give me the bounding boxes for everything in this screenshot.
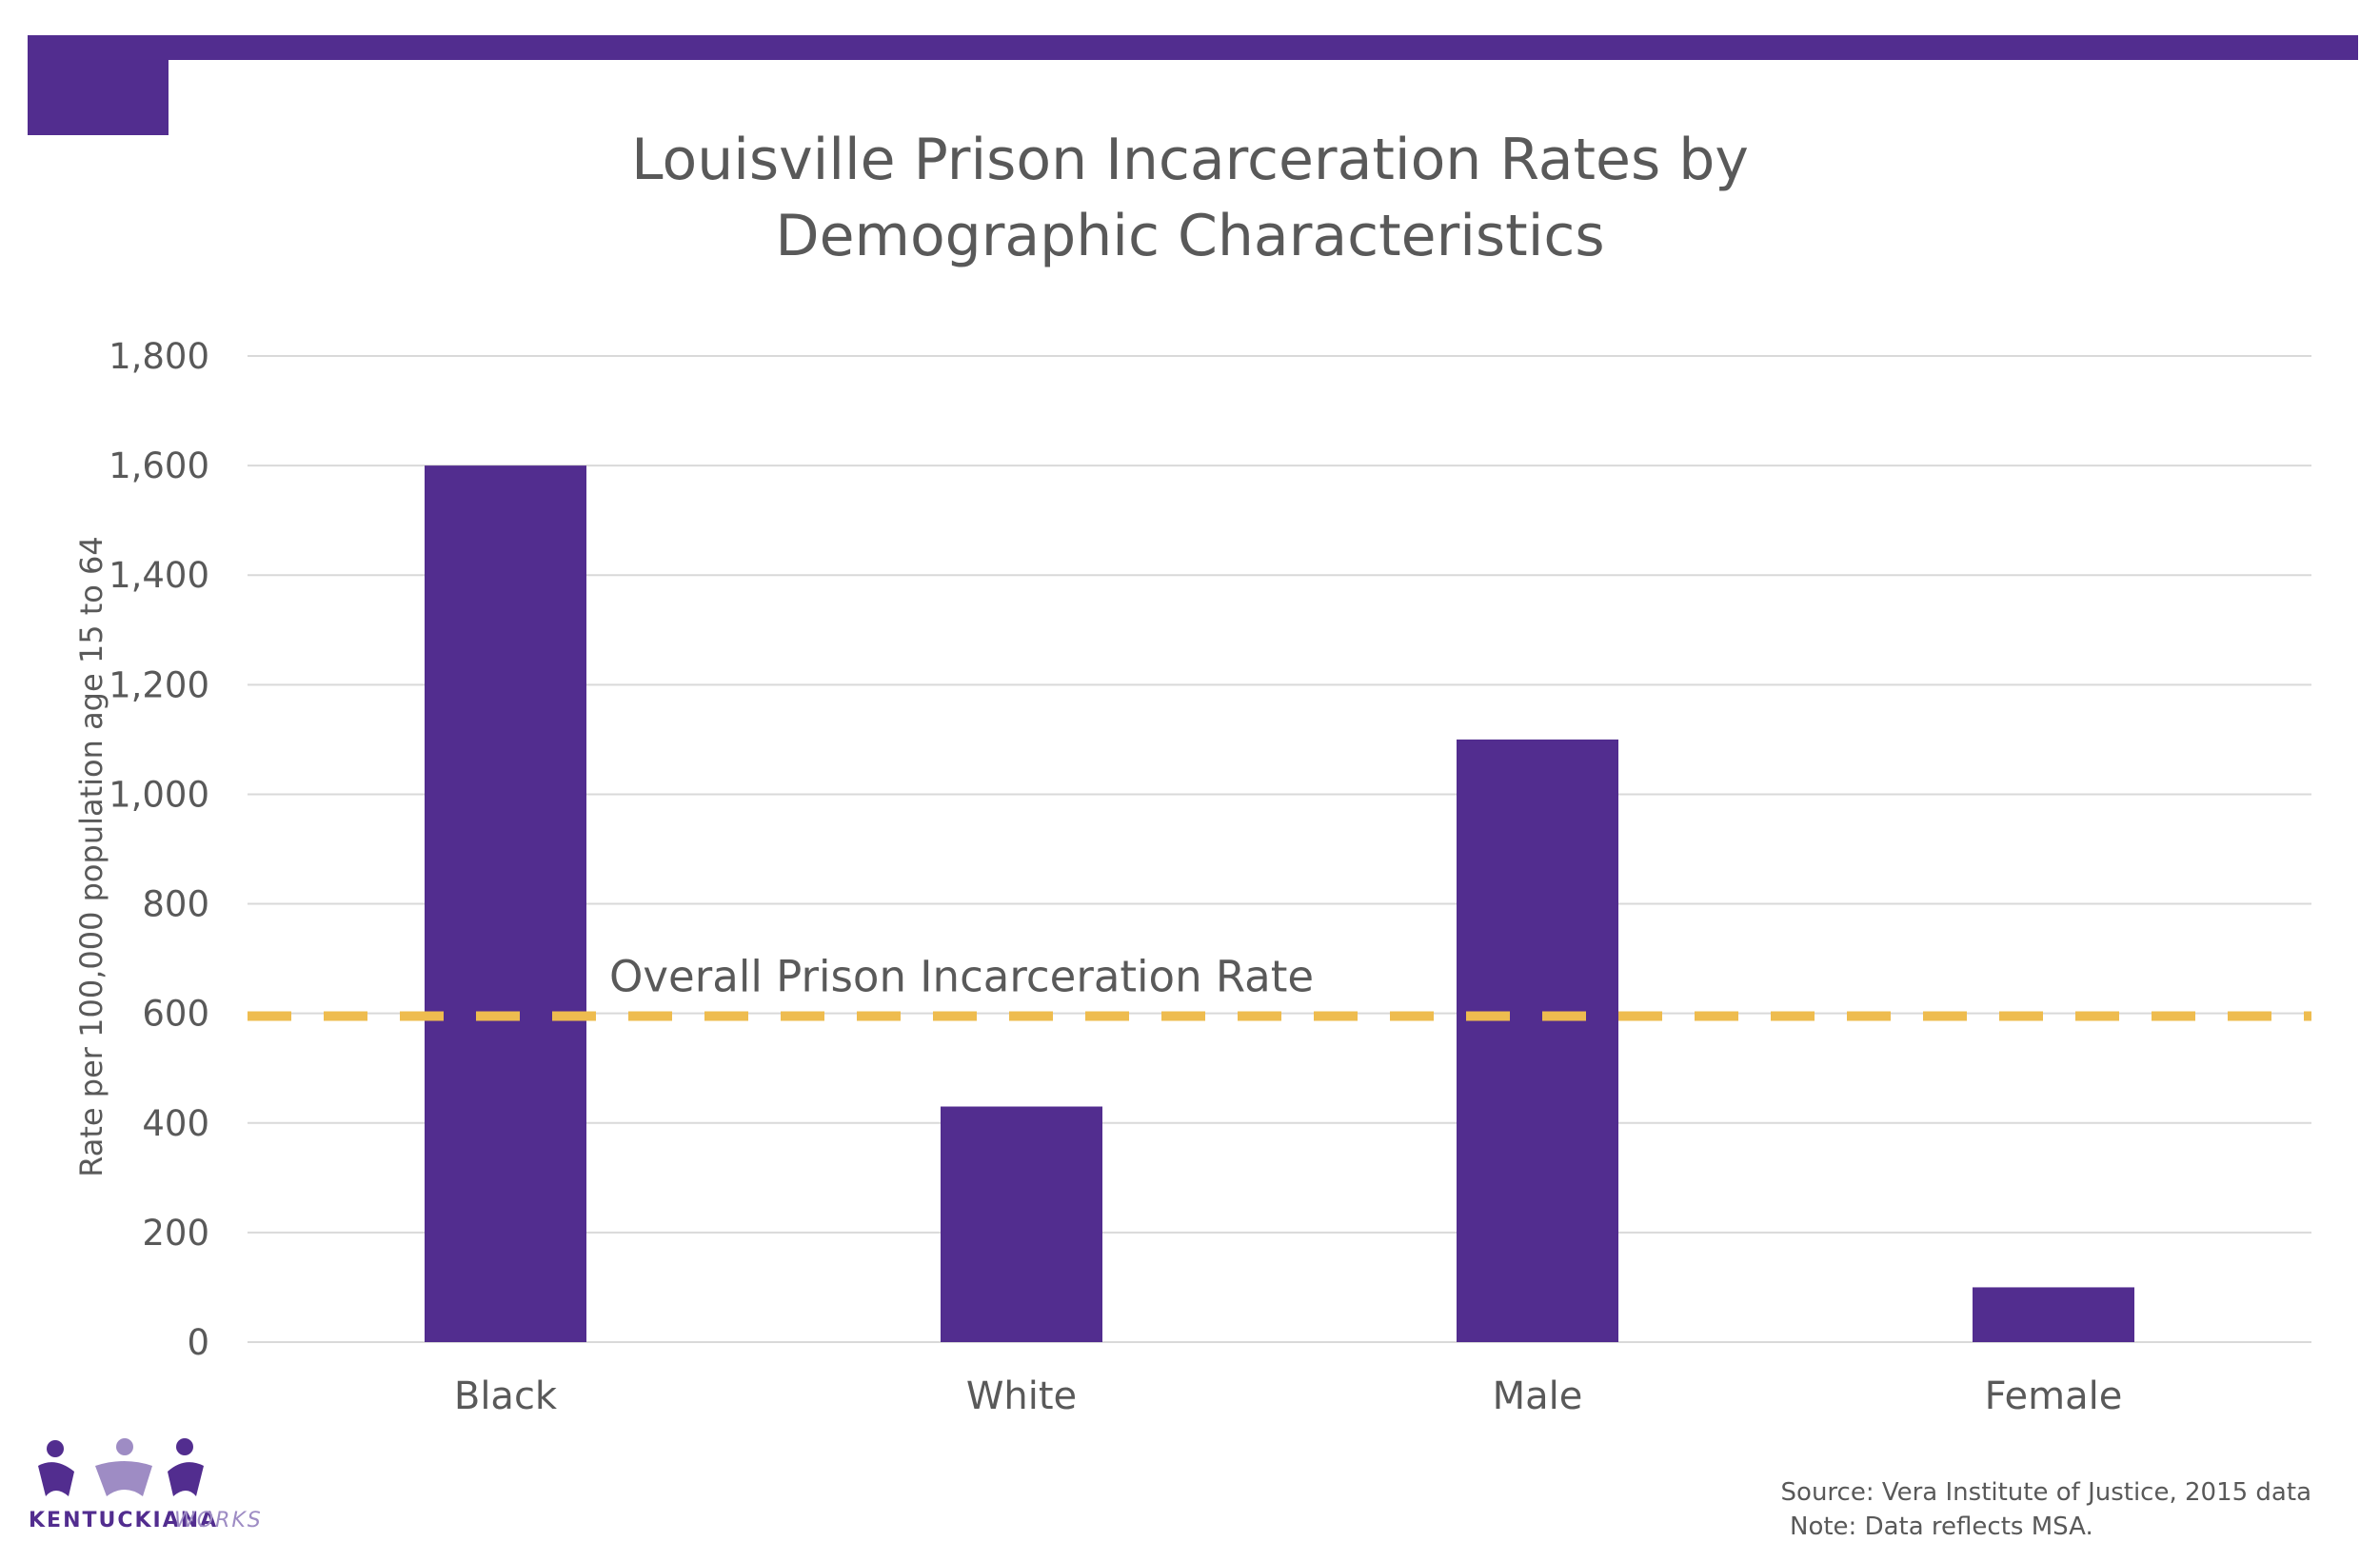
y-tick-label-200: 200 [142,1213,209,1254]
bar-female [1973,1287,2134,1342]
y-tick-label-1600: 1,600 [109,445,209,486]
x-tick-label-white: White [966,1374,1077,1418]
header-band [28,35,2358,60]
category-labels: Black White Male Female [454,1374,2122,1418]
y-tick-label-1000: 1,000 [109,774,209,815]
logo-text-kentuckiana: KENTUCKIANA [29,1509,218,1532]
y-tick-label-0: 0 [187,1322,209,1363]
logo-figures-icon [38,1438,204,1496]
bar-white [941,1106,1102,1342]
source-note: Source: Vera Institute of Justice, 2015 … [1781,1478,2311,1507]
header-block [28,35,169,135]
logo-text-works: WORKS [174,1509,263,1532]
bar-male [1457,739,1618,1342]
y-tick-label-1800: 1,800 [109,336,209,377]
reference-line-group: Overall Prison Incarceration Rate [248,952,2311,1021]
y-tick-label-1400: 1,400 [109,555,209,596]
y-axis-label: Rate per 100,000 population age 15 to 64 [73,536,109,1177]
msa-note: Note: Data reflects MSA. [1790,1512,2093,1541]
y-tick-label-1200: 1,200 [109,664,209,705]
y-tick-label-400: 400 [142,1103,209,1144]
x-tick-label-male: Male [1493,1374,1583,1418]
bar-black [425,465,586,1343]
chart-title-line-1: Louisville Prison Incarceration Rates by [631,127,1749,193]
x-tick-label-black: Black [454,1374,558,1418]
x-tick-label-female: Female [1985,1374,2123,1418]
bars [425,465,2134,1343]
reference-line-label: Overall Prison Incarceration Rate [609,952,1314,1002]
y-tick-labels: 0 200 400 600 800 1,000 1,200 1,400 1,600 1,800 [109,336,209,1363]
kentuckiana-works-logo: KENTUCKIANA WORKS [29,1438,263,1532]
chart-title-line-2: Demographic Characteristics [775,203,1604,269]
y-tick-label-600: 600 [142,994,209,1035]
y-tick-label-800: 800 [142,884,209,925]
